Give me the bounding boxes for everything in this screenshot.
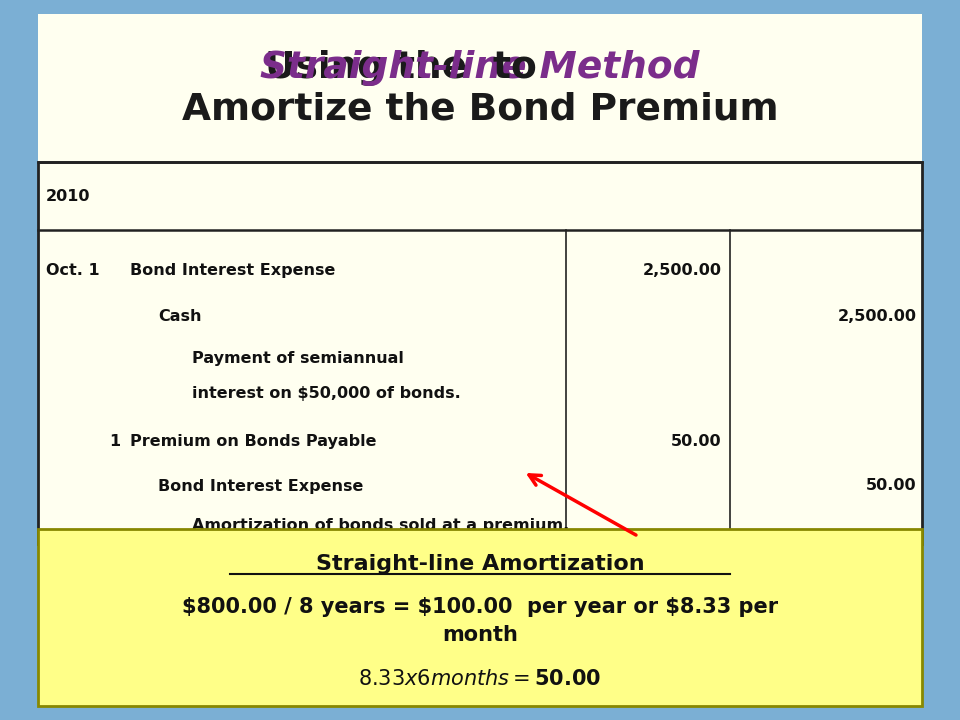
Text: Straight-line Amortization: Straight-line Amortization (316, 554, 644, 575)
Text: 2,500.00: 2,500.00 (643, 263, 722, 277)
FancyBboxPatch shape (38, 162, 922, 544)
Text: Bond Interest Expense: Bond Interest Expense (130, 263, 335, 277)
FancyBboxPatch shape (38, 14, 922, 706)
Text: Amortization of bonds sold at a premium.: Amortization of bonds sold at a premium. (192, 518, 569, 533)
Text: 50.00: 50.00 (671, 434, 722, 449)
Text: 2010: 2010 (46, 189, 90, 204)
Text: 50.00: 50.00 (866, 479, 917, 493)
Text: 1: 1 (108, 434, 120, 449)
Text: Oct. 1: Oct. 1 (46, 263, 100, 277)
Text: Amortize the Bond Premium: Amortize the Bond Premium (181, 91, 779, 127)
Text: $800.00 / 8 years = $100.00  per year or $8.33 per
month: $800.00 / 8 years = $100.00 per year or … (182, 597, 778, 645)
Text: Payment of semiannual: Payment of semiannual (192, 351, 404, 366)
Text: Bond Interest Expense: Bond Interest Expense (158, 479, 364, 493)
Text: interest on $50,000 of bonds.: interest on $50,000 of bonds. (192, 386, 461, 400)
Text: Premium on Bonds Payable: Premium on Bonds Payable (130, 434, 376, 449)
Text: to: to (480, 50, 537, 86)
FancyBboxPatch shape (38, 529, 922, 706)
Text: Cash: Cash (158, 310, 202, 324)
Text: 2,500.00: 2,500.00 (838, 310, 917, 324)
Text: Using the: Using the (265, 50, 480, 86)
Text: Straight-line Method: Straight-line Method (260, 50, 700, 86)
Text: $8.33 x 6 months = $50.00: $8.33 x 6 months = $50.00 (358, 669, 602, 689)
FancyArrowPatch shape (529, 475, 636, 535)
